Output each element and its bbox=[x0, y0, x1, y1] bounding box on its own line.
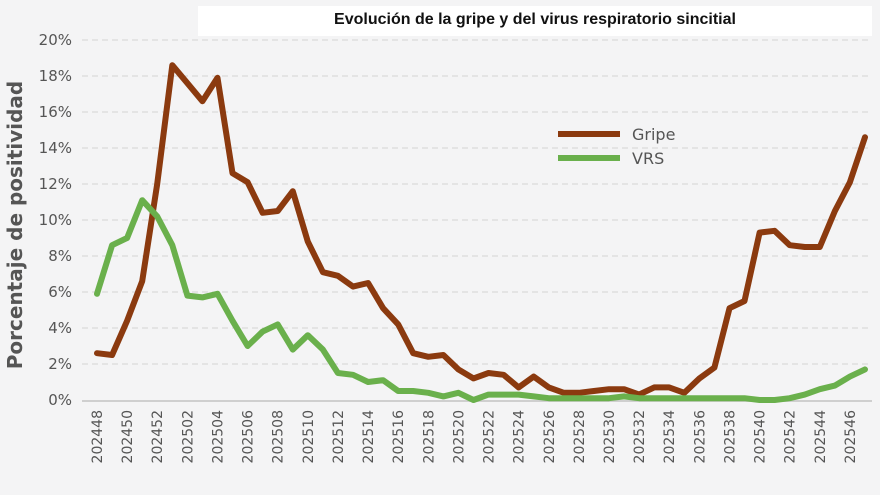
y-tick-label: 14% bbox=[39, 139, 72, 157]
x-tick-label: 202448 bbox=[90, 410, 106, 463]
x-tick-label: 202516 bbox=[391, 410, 407, 464]
x-tick-label: 202540 bbox=[753, 410, 769, 463]
y-tick-label: 18% bbox=[39, 67, 72, 85]
x-tick-label: 202506 bbox=[241, 410, 257, 464]
y-tick-label: 2% bbox=[48, 355, 72, 373]
x-tick-label: 202514 bbox=[361, 410, 377, 464]
x-tick-label: 202534 bbox=[662, 410, 678, 464]
x-tick-label: 202544 bbox=[813, 410, 829, 464]
x-tick-label: 202502 bbox=[180, 410, 196, 463]
legend-label-gripe: Gripe bbox=[632, 125, 675, 144]
x-tick-label: 202512 bbox=[331, 410, 347, 463]
x-tick-label: 202530 bbox=[602, 410, 618, 463]
y-tick-label: 4% bbox=[48, 319, 72, 337]
x-tick-label: 202518 bbox=[421, 410, 437, 463]
title-banner: Evolución de la gripe y del virus respir… bbox=[198, 6, 872, 36]
x-tick-label: 202542 bbox=[783, 410, 799, 463]
chart-title: Evolución de la gripe y del virus respir… bbox=[334, 11, 736, 28]
y-tick-label: 0% bbox=[48, 391, 72, 409]
x-tick-label: 202528 bbox=[572, 410, 588, 463]
y-tick-label: 20% bbox=[39, 31, 72, 49]
x-tick-label: 202532 bbox=[632, 410, 648, 463]
x-tick-label: 202524 bbox=[512, 410, 528, 464]
y-tick-label: 10% bbox=[39, 211, 72, 229]
x-tick-label: 202508 bbox=[271, 410, 287, 463]
series-line-gripe bbox=[94, 62, 868, 398]
x-tick-label: 202546 bbox=[843, 410, 859, 464]
x-tick-label: 202522 bbox=[482, 410, 498, 463]
y-tick-label: 16% bbox=[39, 103, 72, 121]
x-tick-label: 202526 bbox=[542, 410, 558, 464]
x-tick-label: 202520 bbox=[451, 410, 467, 463]
y-tick-label: 6% bbox=[48, 283, 72, 301]
x-tick-label: 202504 bbox=[210, 410, 226, 464]
legend-label-vrs: VRS bbox=[632, 149, 664, 168]
y-tick-label: 8% bbox=[48, 247, 72, 265]
x-tick-label: 202452 bbox=[150, 410, 166, 463]
y-axis-label: Porcentaje de positividad bbox=[3, 81, 27, 369]
x-tick-label: 202536 bbox=[692, 410, 708, 464]
series-line-vrs bbox=[94, 197, 868, 403]
x-tick-label: 202538 bbox=[722, 410, 738, 463]
x-tick-label: 202510 bbox=[301, 410, 317, 463]
x-tick-label: 202450 bbox=[120, 410, 136, 463]
y-tick-label: 12% bbox=[39, 175, 72, 193]
